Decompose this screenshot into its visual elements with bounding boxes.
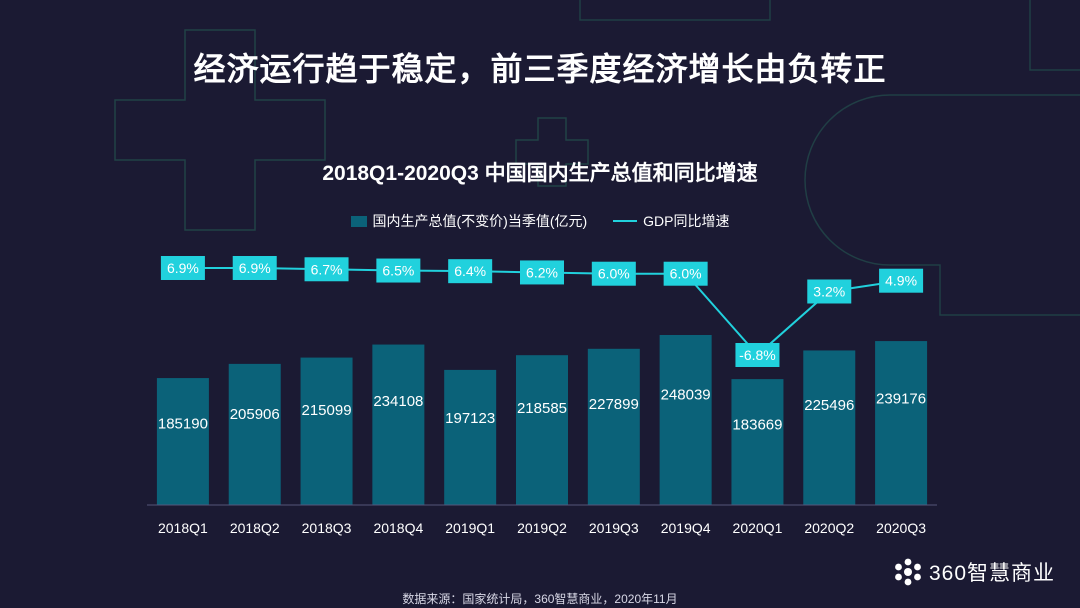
growth-point-marker [160, 256, 205, 280]
x-tick-label: 2018Q3 [302, 520, 352, 536]
legend-label-gdp-growth: GDP同比增速 [643, 213, 730, 229]
growth-value-label: 6.9% [239, 260, 271, 276]
growth-point-marker [591, 261, 636, 286]
growth-value-label: 6.0% [598, 266, 630, 282]
bar-value-label: 218585 [517, 400, 567, 417]
bar-value-label: 225496 [804, 397, 854, 414]
x-tick-label: 2020Q1 [733, 520, 783, 536]
bar-value-label: 205906 [230, 406, 280, 423]
bar-2020Q1 [731, 379, 784, 505]
legend-item-gdp-growth: GDP同比增速 [613, 211, 730, 231]
growth-point-marker [735, 343, 780, 367]
growth-point-marker [807, 279, 852, 304]
bar-2019Q3 [587, 348, 640, 505]
chart-legend: 国内生产总值(不变价)当季值(亿元) GDP同比增速 [0, 211, 1080, 231]
growth-value-label: 6.4% [454, 263, 486, 279]
growth-value-label: 6.9% [167, 260, 199, 276]
growth-point-marker [663, 261, 708, 286]
bar-value-label: 239176 [876, 391, 926, 408]
chart-title: 2018Q1-2020Q3 中国国内生产总值和同比增速 [322, 162, 758, 185]
growth-value-label: -6.8% [739, 347, 776, 363]
growth-point-marker [448, 259, 493, 284]
x-tick-label: 2019Q2 [517, 520, 567, 536]
bar-2019Q1 [444, 369, 497, 505]
x-tick-label: 2018Q1 [158, 520, 208, 536]
growth-value-label: 4.9% [885, 273, 917, 289]
brand-logo: 360智慧商业 [893, 557, 1055, 587]
x-tick-label: 2018Q4 [373, 520, 423, 536]
bar-value-label: 227899 [589, 396, 639, 413]
growth-value-label: 3.2% [813, 283, 845, 299]
growth-point-marker [376, 258, 421, 283]
bar-2018Q1 [156, 378, 209, 505]
growth-value-label: 6.0% [670, 266, 702, 282]
legend-item-gdp-value: 国内生产总值(不变价)当季值(亿元) [350, 211, 588, 231]
brand-logo-text: 360智慧商业 [929, 562, 1056, 585]
growth-point-marker [232, 256, 277, 280]
x-tick-label: 2020Q3 [876, 520, 926, 536]
bar-2020Q3 [875, 341, 928, 505]
bar-value-label: 197123 [445, 410, 495, 427]
growth-point-marker [304, 257, 349, 282]
legend-swatch-line [613, 220, 638, 222]
x-tick-label: 2018Q2 [230, 520, 280, 536]
legend-swatch-bar [350, 215, 367, 227]
legend-label-gdp-value: 国内生产总值(不变价)当季值(亿元) [372, 213, 588, 229]
bar-2018Q4 [372, 344, 425, 505]
page-headline: 经济运行趋于稳定，前三季度经济增长由负转正 [193, 51, 887, 87]
bar-value-label: 215099 [302, 402, 352, 419]
growth-value-label: 6.2% [526, 264, 558, 280]
x-tick-label: 2019Q1 [445, 520, 495, 536]
bar-2018Q2 [228, 363, 281, 505]
bar-2020Q2 [803, 350, 856, 505]
bar-2019Q2 [516, 355, 568, 505]
growth-value-label: 6.7% [311, 261, 343, 277]
bar-2018Q3 [300, 357, 353, 505]
x-tick-label: 2019Q3 [589, 520, 639, 536]
growth-point-marker [520, 260, 564, 285]
flower-logo-icon [895, 558, 921, 586]
x-tick-label: 2020Q2 [804, 520, 854, 536]
x-tick-label: 2019Q4 [661, 520, 711, 536]
growth-value-label: 6.5% [382, 263, 414, 279]
growth-point-marker [879, 268, 924, 293]
bar-value-label: 248039 [661, 386, 711, 403]
bar-value-label: 183669 [732, 416, 782, 433]
source-note: 数据来源：国家统计局，360智慧商业，2020年11月 [402, 592, 678, 606]
bar-value-label: 234108 [373, 393, 423, 410]
bar-value-label: 185190 [158, 416, 208, 433]
bar-2019Q4 [659, 335, 712, 505]
